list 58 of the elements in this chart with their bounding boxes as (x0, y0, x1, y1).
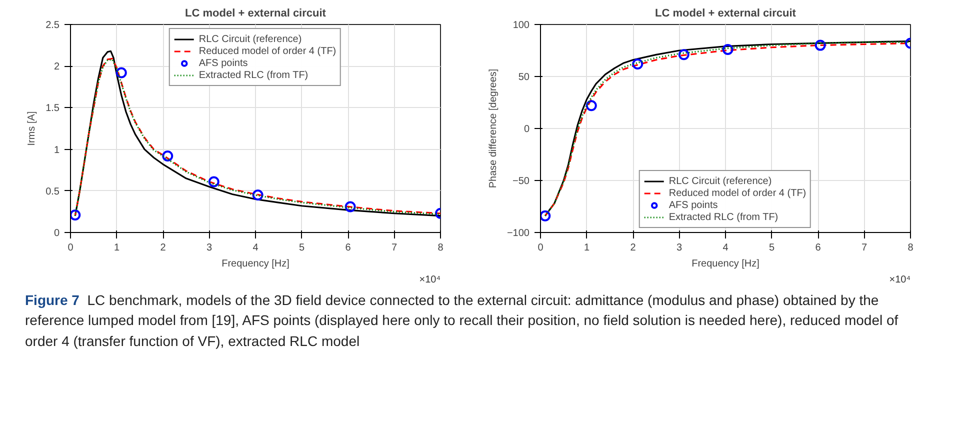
point (344, 201, 356, 212)
y-tick-label: 0.5 (46, 186, 60, 198)
y-tick-label: 2 (54, 62, 60, 73)
point (722, 44, 734, 55)
x-tick-label: 8 (438, 242, 444, 254)
y-tick-label: 1 (54, 144, 60, 156)
legend-label: AFS points (198, 57, 248, 69)
y-tick-label: −50 (512, 176, 530, 187)
x-axis-title: Frequency [Hz] (222, 258, 290, 270)
x-tick-label: 0 (68, 242, 74, 254)
x-tick-label: 6 (815, 242, 822, 254)
y-axis-title: Irms [A] (26, 111, 38, 146)
point (586, 100, 597, 112)
text: ×10⁴ (889, 274, 911, 286)
legend-label: RLC Circuit (reference) (198, 33, 302, 45)
x-tick-label: 7 (391, 242, 398, 254)
x-tick-label: 6 (345, 242, 352, 254)
y-tick-label: 0 (524, 124, 530, 135)
y-axis-title: Phase difference [degrees] (488, 68, 499, 188)
x-tick-label: 8 (908, 242, 914, 254)
x-axis-title: Frequency [Hz] (692, 258, 760, 270)
y-tick-label: 1.5 (46, 103, 60, 114)
x-tick-label: 7 (861, 242, 868, 254)
y-tick-label: 0 (54, 228, 60, 239)
point (116, 67, 127, 78)
x-tick-label: 3 (206, 242, 212, 254)
legend-label: Extracted RLC (from TF) (668, 211, 778, 223)
legend-label: Reduced model of order 4 (TF) (198, 45, 336, 57)
caption: Figure 7 (25, 292, 80, 308)
legend-label: Reduced model of order 4 (TF) (668, 187, 806, 199)
point (162, 150, 174, 162)
x-tick-label: 3 (676, 242, 682, 254)
point (252, 190, 264, 201)
chart-title: LC model + external circuit (185, 8, 326, 20)
x-tick-label: 2 (160, 242, 166, 254)
y-tick-label: 2.5 (46, 20, 60, 31)
point (814, 40, 826, 51)
x-tick-label: 2 (630, 242, 636, 254)
x-tick-label: 1 (584, 242, 590, 254)
point (540, 210, 551, 222)
x-tick-label: 4 (252, 242, 259, 254)
y-tick-label: −100 (506, 228, 530, 239)
point (632, 58, 644, 70)
x-tick-label: 5 (768, 242, 775, 254)
legend-label: Extracted RLC (from TF) (198, 69, 308, 81)
x-tick-label: 0 (538, 242, 544, 254)
y-tick-label: 100 (512, 20, 530, 31)
chart-title: LC model + external circuit (655, 8, 796, 20)
point (208, 176, 220, 188)
text: ×10⁴ (419, 274, 441, 286)
x-tick-label: 4 (722, 242, 729, 254)
legend-label: RLC Circuit (reference) (668, 175, 772, 187)
y-tick-label: 50 (518, 72, 530, 83)
legend-label: AFS points (668, 199, 718, 211)
point (678, 49, 690, 60)
x-tick-label: 5 (298, 242, 305, 254)
x-tick-label: 1 (114, 242, 120, 254)
point (70, 210, 81, 221)
